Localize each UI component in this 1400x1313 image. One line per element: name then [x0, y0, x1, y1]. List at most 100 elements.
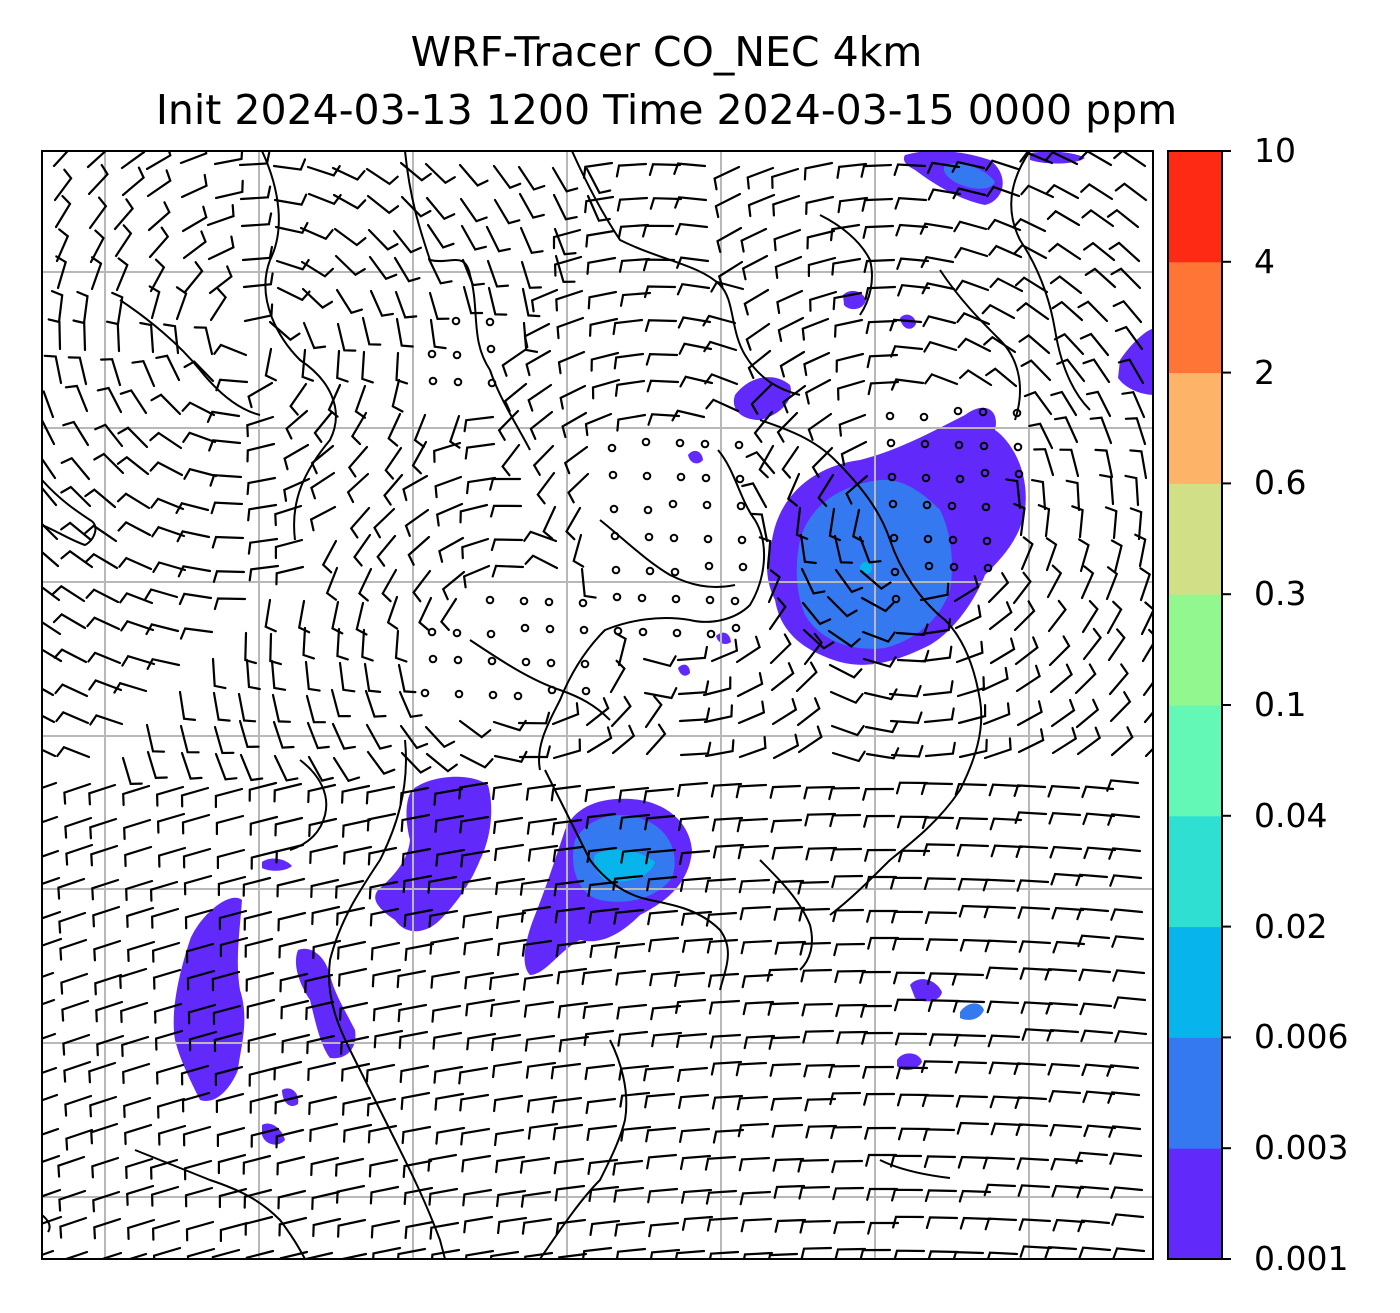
wind-barb [358, 567, 373, 602]
wind-barb [644, 695, 663, 729]
wind-barb [501, 443, 521, 477]
coastline-17 [759, 859, 813, 971]
wind-barb [59, 1216, 88, 1239]
wind-barb [952, 1250, 985, 1259]
wind-barb [433, 441, 462, 463]
colorbar-tick-label: 0.003 [1254, 1128, 1349, 1168]
wind-barb [520, 1190, 552, 1208]
wind-barb [211, 535, 245, 549]
wind-barb [458, 1066, 489, 1085]
wind-barb [145, 623, 180, 636]
colorbar-segment [1168, 151, 1222, 263]
wind-barb [1047, 599, 1067, 633]
wind-barb [555, 1218, 587, 1236]
wind-barb [365, 785, 396, 805]
wind-barb [1050, 390, 1078, 417]
wind-barb [188, 1030, 218, 1052]
wind-barb [376, 534, 397, 567]
wind-barb [679, 849, 711, 865]
wind-barb [335, 288, 363, 315]
wind-barb [955, 279, 990, 292]
wind-barb [94, 973, 123, 996]
wind-barb [893, 163, 927, 176]
wind-barb [645, 723, 667, 756]
wind-barb [342, 1096, 372, 1116]
wind-barb [649, 1248, 681, 1259]
wind-barb [646, 1153, 678, 1170]
wind-barb [180, 173, 208, 199]
wind-barb [1016, 879, 1050, 892]
wind-barb [494, 843, 525, 862]
wind-barb [52, 151, 70, 168]
wind-barb [611, 724, 636, 755]
wind-barb [216, 1126, 246, 1148]
wind-barb [179, 151, 208, 165]
wind-barb [126, 1184, 155, 1206]
wind-barb [831, 750, 866, 763]
wind-barb [72, 319, 87, 352]
wind-barb [1048, 1089, 1082, 1103]
wind-barb [1048, 811, 1082, 825]
wind-barb [897, 1127, 931, 1141]
wind-barb [1050, 1157, 1084, 1171]
wind-barb [1080, 565, 1095, 600]
wind-barb [520, 905, 552, 923]
wind-barb [830, 724, 865, 737]
wind-barb [646, 875, 678, 892]
wind-barb [1047, 784, 1081, 798]
wind-barb [956, 843, 990, 857]
wind-barb [400, 195, 432, 218]
wind-barb [307, 755, 334, 782]
wind-barb [213, 343, 248, 357]
wind-barb [555, 940, 587, 958]
wind-barb [397, 1003, 428, 1023]
wind-barb [325, 566, 339, 601]
wind-barb [712, 843, 745, 859]
wind-barb [435, 502, 464, 527]
wind-barb [89, 229, 105, 264]
wind-barb [1015, 1123, 1049, 1136]
wind-barb [42, 486, 58, 507]
wind-barb [741, 482, 768, 509]
wind-barb [680, 910, 713, 926]
wind-barb [858, 535, 882, 564]
wind-barb [461, 876, 492, 895]
wind-barb [1046, 1028, 1080, 1042]
wind-barb [209, 474, 243, 487]
wind-barb [462, 1188, 493, 1207]
wind-barb [214, 752, 238, 781]
wind-barb [493, 1094, 524, 1113]
wind-barb [434, 1092, 465, 1111]
wind-barb [149, 880, 179, 902]
wind-barb-calm [451, 316, 461, 326]
wind-barb [361, 350, 374, 384]
wind-barb [614, 379, 646, 397]
wind-barb [342, 818, 372, 838]
wind-barb [921, 816, 955, 830]
wind-barb [829, 813, 862, 828]
wind-barb [1114, 182, 1148, 202]
wind-barb [338, 661, 356, 693]
wind-barb [184, 1186, 214, 1208]
wind-barb [364, 689, 387, 718]
wind-barb [797, 880, 830, 895]
wind-barb-calm [519, 596, 529, 606]
wind-barb [487, 286, 508, 316]
wind-barb [398, 690, 423, 719]
wind-barb [127, 1218, 156, 1240]
wind-barb-calm [955, 474, 965, 484]
coastline-9 [1010, 151, 1091, 411]
wind-barb [493, 750, 528, 763]
wind-barb-calm [487, 656, 497, 666]
wind-barb [219, 936, 249, 958]
wind-barb [42, 456, 57, 480]
wind-barb [1045, 183, 1080, 200]
wind-barb [431, 1004, 462, 1023]
tracer-plume-east-edge [1118, 328, 1153, 395]
wind-barb-calm [923, 534, 933, 544]
tracer-plume-southwest-5 [262, 858, 292, 871]
wind-barb [802, 1029, 835, 1044]
wind-barb [552, 845, 584, 863]
wind-barb [493, 198, 521, 225]
wind-barb [338, 1252, 368, 1259]
